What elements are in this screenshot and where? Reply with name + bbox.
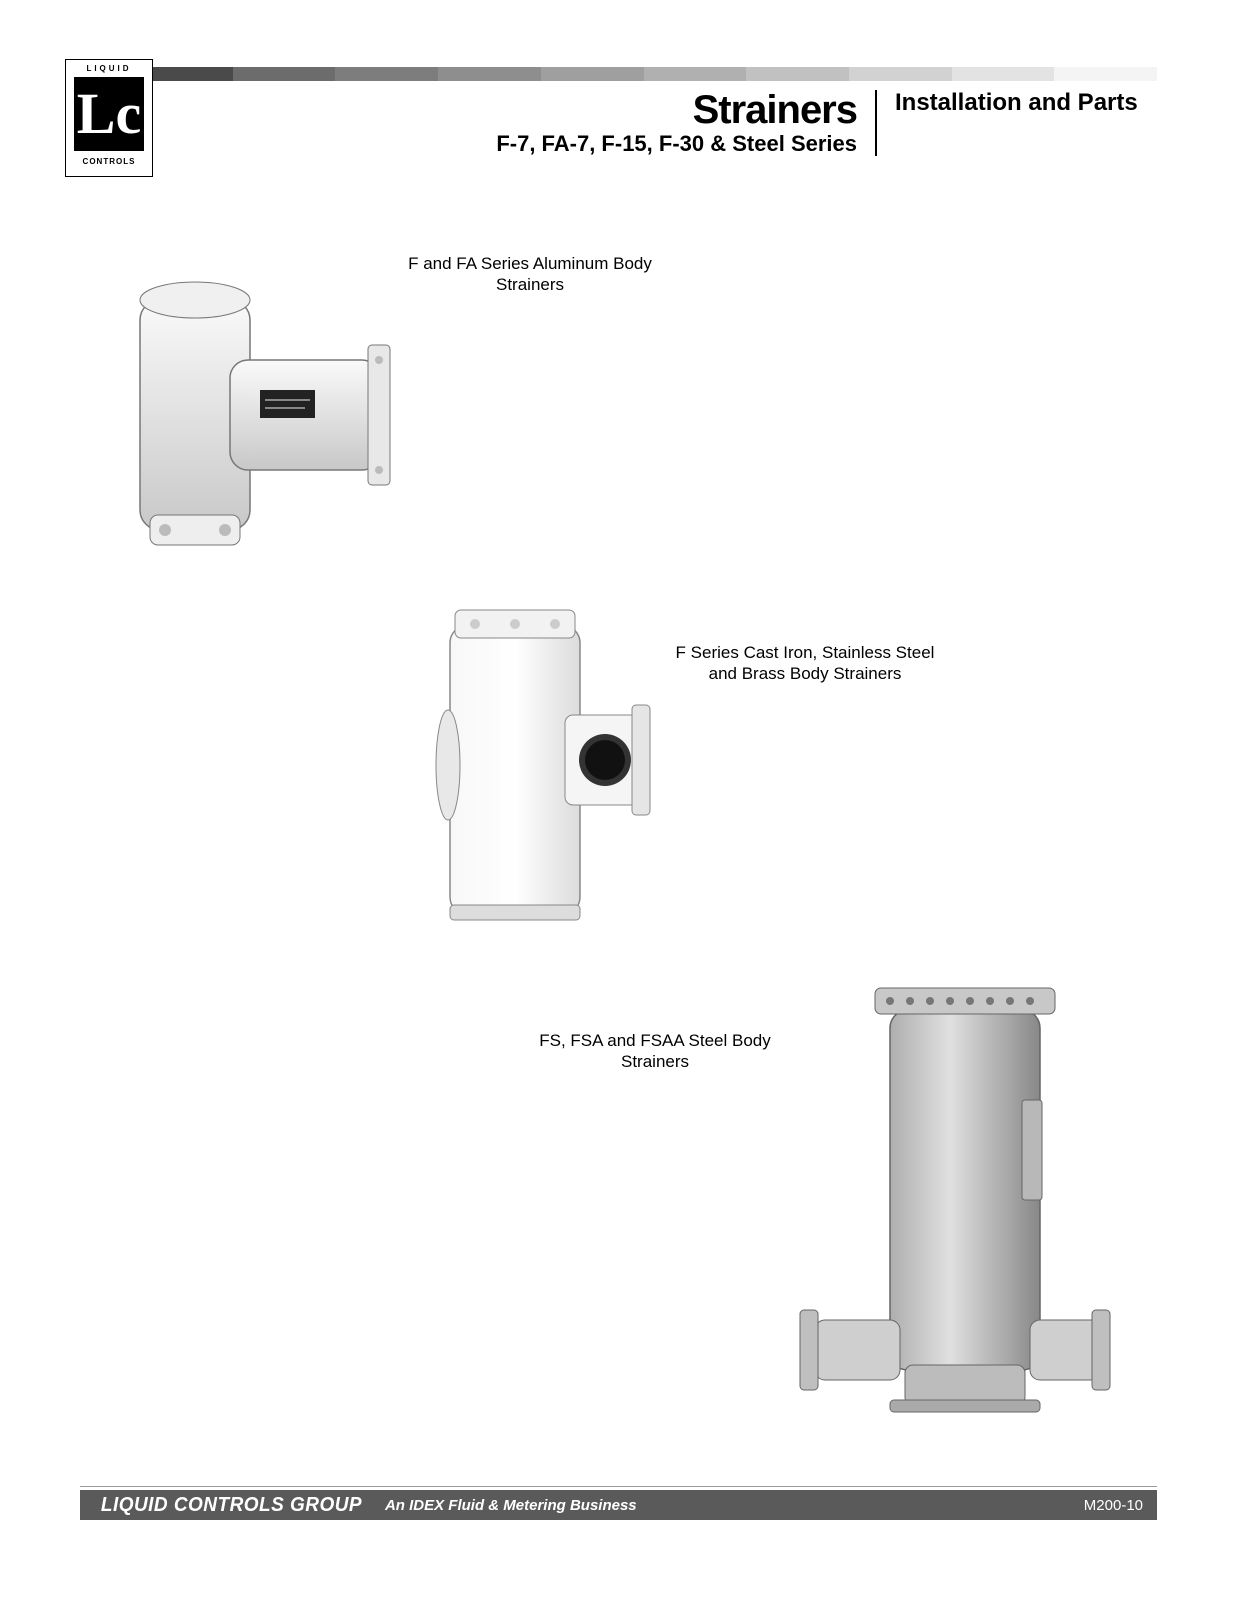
company-logo: LIQUID Lc CONTROLS <box>65 59 153 177</box>
footer-brand: LIQUID CONTROLS GROUP <box>101 1494 362 1517</box>
caption-text: F Series Cast Iron, Stainless Steel and … <box>676 643 935 683</box>
logo-top-text: LIQUID <box>86 64 131 73</box>
title-block: Strainers F-7, FA-7, F-15, F-30 & Steel … <box>284 90 1157 156</box>
caption-text: FS, FSA and FSAA Steel Body Strainers <box>539 1031 771 1071</box>
title-left: Strainers F-7, FA-7, F-15, F-30 & Steel … <box>284 90 877 156</box>
header-gradient-bar <box>130 67 1157 81</box>
title-sub: F-7, FA-7, F-15, F-30 & Steel Series <box>284 132 857 156</box>
title-right: Installation and Parts <box>877 90 1157 116</box>
footer-doc-number: M200-10 <box>1084 1497 1143 1514</box>
product-image-castiron <box>400 595 660 935</box>
product-image-steel <box>790 970 1120 1430</box>
logo-mid-text: Lc <box>74 77 144 151</box>
page: LIQUID Lc CONTROLS Strainers F-7, FA-7, … <box>0 0 1237 1600</box>
footer-bar: LIQUID CONTROLS GROUP An IDEX Fluid & Me… <box>80 1490 1157 1520</box>
footer-divider <box>80 1486 1157 1487</box>
product-caption-steel: FS, FSA and FSAA Steel Body Strainers <box>530 1030 780 1073</box>
caption-text: F and FA Series Aluminum Body Strainers <box>408 254 652 294</box>
logo-bottom-text: CONTROLS <box>83 157 136 166</box>
footer-tagline: An IDEX Fluid & Metering Business <box>385 1497 637 1514</box>
title-main: Strainers <box>284 90 857 130</box>
product-caption-aluminum: F and FA Series Aluminum Body Strainers <box>405 253 655 296</box>
product-caption-castiron: F Series Cast Iron, Stainless Steel and … <box>670 642 940 685</box>
product-image-aluminum <box>110 260 410 570</box>
